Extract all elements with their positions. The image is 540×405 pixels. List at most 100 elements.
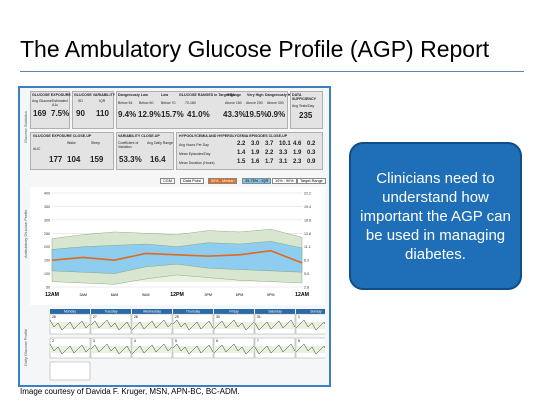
day-header [91, 309, 131, 314]
episode-value: 3.7 [265, 141, 274, 147]
median-line [51, 249, 303, 264]
y-tick-left: 150 [44, 259, 50, 263]
day-date: 31 [257, 315, 261, 319]
episode-value: 0.3 [307, 150, 316, 156]
episode-value: 2.2 [265, 150, 274, 156]
day-date: 28 [134, 315, 138, 319]
y-tick-left: 50 [46, 286, 50, 290]
daily-trace [90, 319, 132, 331]
y-tick-right: 2.8 [304, 286, 309, 290]
day-date: 30 [216, 315, 220, 319]
episode-value: 1.6 [251, 159, 260, 165]
y-tick-left: 400 [44, 192, 50, 196]
est-a1c-value: 7.5% [51, 109, 70, 118]
day-cell-extra [49, 361, 91, 381]
data-sufficiency-box: DATA SUFFICIENCY Avg Tests/Day 235 [290, 91, 323, 129]
day-label: Friday [229, 310, 239, 314]
day-header [214, 309, 254, 314]
legend-data-point: Data Point [180, 178, 204, 184]
day-label: Sunday [310, 310, 322, 314]
episode-value: 1.9 [251, 150, 260, 156]
legend-target: Target Range [297, 178, 326, 184]
day-date: 6 [216, 339, 218, 343]
episode-value: 3.0 [251, 141, 260, 147]
day-header [132, 309, 172, 314]
episode-value: 1.5 [237, 159, 246, 165]
title-divider [20, 71, 524, 72]
x-tick-label: 9AM [142, 293, 149, 297]
agp-chart: 400 22.2 350 19.4 300 16.6 250 13.8 200 11.1 150 8.… [30, 187, 325, 305]
day-header [173, 309, 213, 314]
daily-trace [254, 343, 296, 355]
daily-trace [131, 343, 173, 355]
daily-glucose-profile: Monday26Tuesday27Wednesday28Thursday29Fr… [49, 309, 325, 381]
legend-range: 10% - 90% [272, 178, 297, 184]
side-label-daily: Daily Glucose Profile [23, 328, 28, 366]
x-tick-label: 6PM [236, 293, 243, 297]
daily-trace [49, 319, 91, 331]
episode-value: 3.3 [279, 150, 288, 156]
episode-value: 0.9 [307, 159, 316, 165]
daily-trace [131, 319, 173, 331]
daily-trace [49, 343, 91, 355]
sd-value: 90 [76, 109, 85, 118]
y-tick-right: 13.8 [304, 232, 311, 236]
day-label: Wednesday [143, 310, 161, 314]
day-date: 3 [93, 339, 95, 343]
day-date: 8 [298, 339, 300, 343]
day-date: 5 [175, 339, 177, 343]
agp-report-image: Glucose Statistics Ambulatory Glucose Pr… [18, 86, 331, 387]
x-tick-label: 12AM [295, 292, 309, 298]
variability-closeup-box: VARIABILITY CLOSE-UP Coefficient of Vari… [116, 132, 174, 170]
legend-median: 50% - Median [208, 178, 238, 184]
episode-value: 0.2 [307, 141, 316, 147]
y-tick-right: 19.4 [304, 205, 311, 209]
x-tick-label: 12PM [170, 292, 184, 298]
day-label: Saturday [268, 310, 282, 314]
day-label: Tuesday [105, 310, 118, 314]
legend-iqr: 25-75% - IQR [242, 178, 272, 184]
y-tick-right: 16.6 [304, 218, 311, 222]
y-tick-left: 250 [44, 232, 50, 236]
day-date: 26 [52, 315, 56, 319]
episode-value: 4.6 [293, 141, 302, 147]
episode-value: 1.7 [265, 159, 274, 165]
day-date: 27 [93, 315, 97, 319]
day-date: 4 [134, 339, 136, 343]
day-label: Thursday [186, 310, 200, 314]
x-tick-label: 9PM [267, 293, 274, 297]
y-tick-left: 200 [44, 245, 50, 249]
day-header [50, 309, 90, 314]
day-header [255, 309, 295, 314]
slide-title: The Ambulatory Glucose Profile (AGP) Rep… [20, 36, 490, 62]
episode-value: 1.4 [237, 150, 246, 156]
x-tick-label: 3AM [80, 293, 87, 297]
episode-value: 1.9 [293, 150, 302, 156]
glucose-ranges-box: Dangerously Low Low GLUCOSE RANGES in Ta… [116, 91, 296, 129]
y-tick-left: 100 [44, 272, 50, 276]
image-credit: Image courtesy of Davida F. Kruger, MSN,… [20, 387, 240, 396]
day-label: Monday [64, 310, 76, 314]
daily-trace [172, 319, 214, 331]
x-tick-label: 3PM [205, 293, 212, 297]
y-tick-right: 11.1 [304, 245, 311, 249]
iqr-band [51, 241, 303, 274]
daily-trace [213, 343, 255, 355]
day-date: 7 [257, 339, 259, 343]
x-tick-label: 6AM [111, 293, 118, 297]
glucose-exposure-box: GLUCOSE EXPOSURE Avg Glucose Estimated A… [30, 91, 71, 129]
callout-box: Clinicians need to understand how import… [349, 142, 522, 290]
day-date: 2 [52, 339, 54, 343]
episode-value: 2.2 [237, 141, 246, 147]
avg-glucose-value: 169 [33, 109, 47, 118]
day-date: 29 [175, 315, 179, 319]
y-tick-right: 22.2 [304, 192, 311, 196]
x-tick-label: 12AM [45, 292, 59, 298]
episode-value: 10.1 [279, 141, 291, 147]
y-tick-right: 5.5 [304, 272, 309, 276]
episode-value: 2.3 [293, 159, 302, 165]
y-tick-left: 350 [44, 205, 50, 209]
daily-trace [254, 319, 296, 331]
y-tick-right: 8.3 [304, 259, 309, 263]
iqr-value: 110 [96, 109, 109, 118]
